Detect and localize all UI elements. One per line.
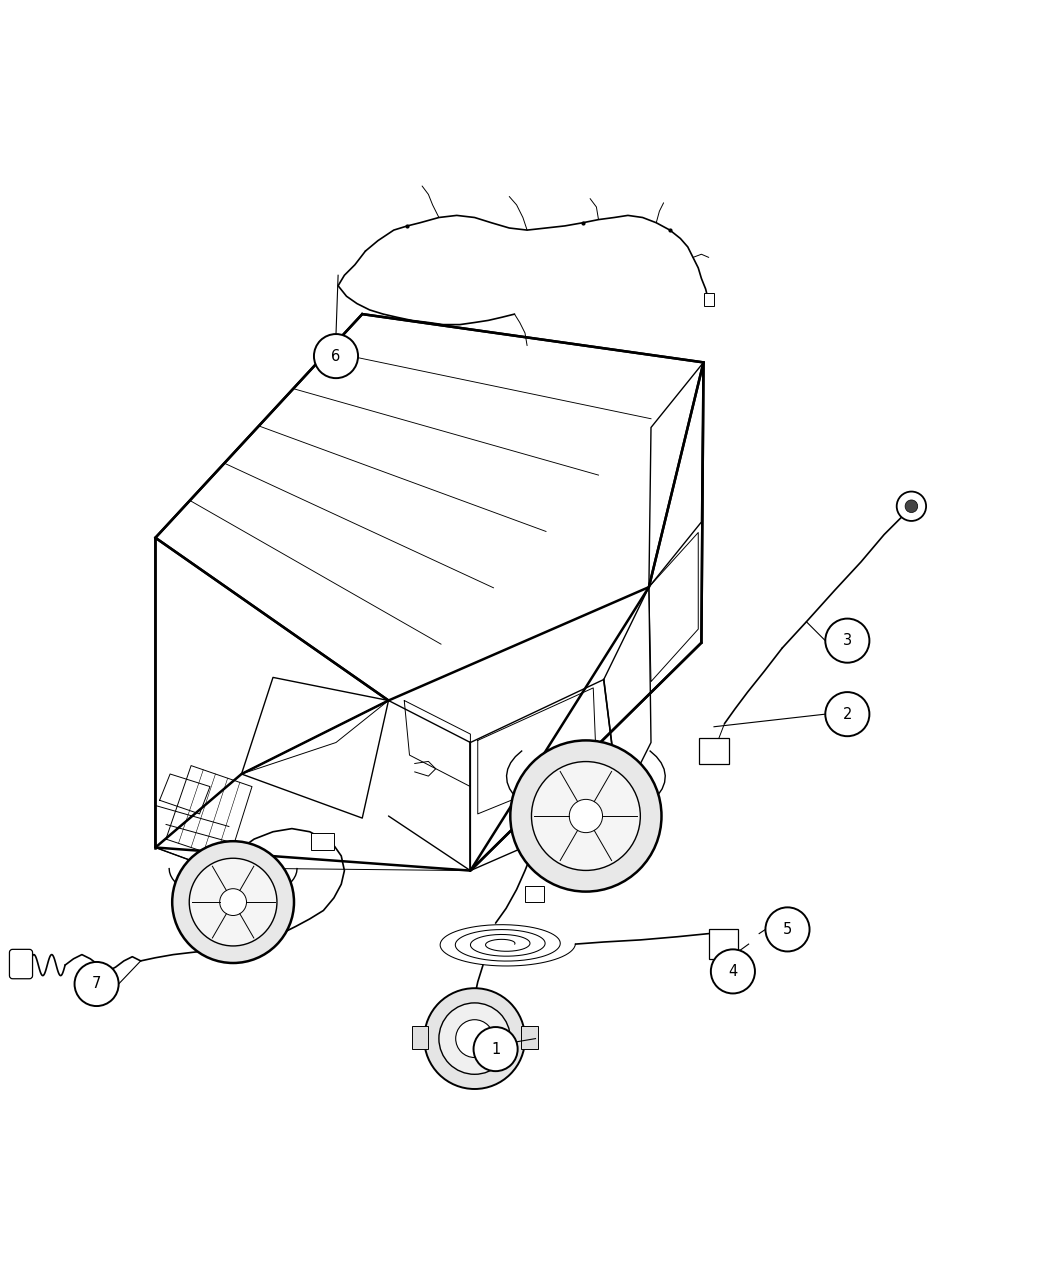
Circle shape <box>189 858 277 946</box>
Circle shape <box>424 988 525 1089</box>
Circle shape <box>172 842 294 963</box>
FancyBboxPatch shape <box>9 950 33 979</box>
Circle shape <box>439 1003 510 1075</box>
Circle shape <box>765 908 810 951</box>
Circle shape <box>825 618 869 663</box>
Text: 4: 4 <box>729 964 737 979</box>
Bar <box>412 1026 428 1049</box>
Text: 7: 7 <box>92 977 101 992</box>
Text: 2: 2 <box>843 706 852 722</box>
Circle shape <box>825 692 869 736</box>
Circle shape <box>456 1020 493 1057</box>
Text: 6: 6 <box>332 348 340 363</box>
Bar <box>525 886 544 903</box>
Circle shape <box>314 334 358 379</box>
Bar <box>699 738 729 764</box>
Bar <box>311 833 334 849</box>
Circle shape <box>711 950 755 993</box>
Text: 1: 1 <box>491 1042 500 1057</box>
Circle shape <box>897 492 926 521</box>
Text: 3: 3 <box>843 634 852 648</box>
Bar <box>709 929 738 959</box>
Circle shape <box>905 500 918 513</box>
Circle shape <box>219 889 247 915</box>
Bar <box>704 293 714 306</box>
Circle shape <box>569 799 603 833</box>
Circle shape <box>474 1028 518 1071</box>
Text: 5: 5 <box>783 922 792 937</box>
Circle shape <box>75 961 119 1006</box>
Bar <box>521 1026 538 1049</box>
Circle shape <box>510 741 662 891</box>
Circle shape <box>531 761 640 871</box>
